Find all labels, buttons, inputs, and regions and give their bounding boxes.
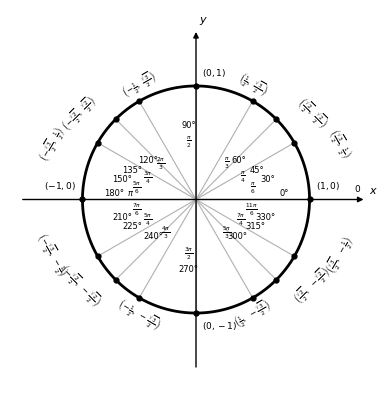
Text: 210°: 210°: [112, 213, 132, 221]
Text: $(1, 0)$: $(1, 0)$: [316, 180, 341, 192]
Text: 150°: 150°: [112, 175, 132, 184]
Text: $\left(-\frac{\sqrt{2}}{2},\ -\frac{\sqrt{2}}{2}\right)$: $\left(-\frac{\sqrt{2}}{2},\ -\frac{\sqr…: [54, 261, 105, 311]
Text: $y$: $y$: [200, 15, 209, 27]
Text: 300°: 300°: [227, 232, 247, 241]
Text: 45°: 45°: [250, 166, 265, 175]
Text: $0$: $0$: [354, 183, 361, 194]
Text: $\frac{\pi}{2}$: $\frac{\pi}{2}$: [186, 135, 191, 150]
Text: $\frac{\pi}{6}$: $\frac{\pi}{6}$: [250, 181, 256, 196]
Text: $\frac{5\pi}{3}$: $\frac{5\pi}{3}$: [222, 225, 231, 241]
Text: $\left(\frac{\sqrt{3}}{2},\ \frac{1}{2}\right)$: $\left(\frac{\sqrt{3}}{2},\ \frac{1}{2}\…: [324, 126, 356, 162]
Text: 135°: 135°: [122, 166, 142, 175]
Text: $\frac{\pi}{4}$: $\frac{\pi}{4}$: [240, 170, 245, 185]
Text: $(0, 1)$: $(0, 1)$: [201, 67, 226, 79]
Text: $\frac{3\pi}{4}$: $\frac{3\pi}{4}$: [143, 169, 152, 186]
Text: $\left(\frac{\sqrt{2}}{2},\ \frac{\sqrt{2}}{2}\right)$: $\left(\frac{\sqrt{2}}{2},\ \frac{\sqrt{…: [293, 94, 332, 132]
Text: 90°: 90°: [181, 121, 196, 130]
Text: $\frac{2\pi}{3}$: $\frac{2\pi}{3}$: [156, 156, 165, 172]
Text: $\left(-\frac{\sqrt{2}}{2},\ \frac{\sqrt{2}}{2}\right)$: $\left(-\frac{\sqrt{2}}{2},\ \frac{\sqrt…: [58, 92, 101, 135]
Text: $\left(-\frac{1}{2},\ -\frac{\sqrt{3}}{2}\right)$: $\left(-\frac{1}{2},\ -\frac{\sqrt{3}}{2…: [114, 294, 164, 334]
Text: $\left(\frac{\sqrt{3}}{2},\ -\frac{1}{2}\right)$: $\left(\frac{\sqrt{3}}{2},\ -\frac{1}{2}…: [321, 233, 358, 277]
Text: 60°: 60°: [232, 156, 247, 165]
Text: $\left(-\frac{\sqrt{3}}{2},\ -\frac{1}{2}\right)$: $\left(-\frac{\sqrt{3}}{2},\ -\frac{1}{2…: [33, 230, 72, 280]
Text: $(0, -1)$: $(0, -1)$: [201, 320, 237, 332]
Text: $\frac{3\pi}{2}$: $\frac{3\pi}{2}$: [184, 246, 193, 262]
Text: 315°: 315°: [245, 222, 265, 231]
Text: $\frac{7\pi}{6}$: $\frac{7\pi}{6}$: [132, 201, 142, 218]
Text: $x$: $x$: [368, 186, 377, 196]
Text: 225°: 225°: [122, 222, 142, 231]
Text: $\left(\frac{\sqrt{2}}{2},\ -\frac{\sqrt{2}}{2}\right)$: $\left(\frac{\sqrt{2}}{2},\ -\frac{\sqrt…: [290, 263, 335, 308]
Text: $\frac{11\pi}{6}$: $\frac{11\pi}{6}$: [245, 201, 258, 218]
Text: 240°: 240°: [143, 232, 163, 241]
Text: $\left(\frac{1}{2},\ \frac{\sqrt{3}}{2}\right)$: $\left(\frac{1}{2},\ \frac{\sqrt{3}}{2}\…: [235, 69, 271, 101]
Text: $\frac{4\pi}{3}$: $\frac{4\pi}{3}$: [161, 225, 170, 241]
Text: 30°: 30°: [260, 175, 275, 184]
Text: $\frac{5\pi}{4}$: $\frac{5\pi}{4}$: [143, 211, 152, 227]
Text: 180°: 180°: [104, 189, 124, 198]
Text: $(-1, 0)$: $(-1, 0)$: [44, 180, 76, 192]
Text: $\frac{7\pi}{4}$: $\frac{7\pi}{4}$: [236, 211, 245, 227]
Text: $\pi$: $\pi$: [127, 189, 134, 198]
Text: $\frac{\pi}{3}$: $\frac{\pi}{3}$: [224, 156, 230, 171]
Text: $\left(-\frac{\sqrt{3}}{2},\ \frac{1}{2}\right)$: $\left(-\frac{\sqrt{3}}{2},\ \frac{1}{2}…: [35, 123, 70, 165]
Text: $\left(\frac{1}{2},\ -\frac{\sqrt{3}}{2}\right)$: $\left(\frac{1}{2},\ -\frac{\sqrt{3}}{2}…: [230, 296, 275, 332]
Text: $\frac{5\pi}{6}$: $\frac{5\pi}{6}$: [132, 180, 142, 196]
Text: $\left(-\frac{1}{2},\ \frac{\sqrt{3}}{2}\right)$: $\left(-\frac{1}{2},\ \frac{\sqrt{3}}{2}…: [118, 67, 160, 102]
Text: 270°: 270°: [179, 265, 199, 275]
Text: 0°: 0°: [280, 189, 289, 198]
Text: 330°: 330°: [255, 213, 275, 221]
Text: 120°: 120°: [138, 156, 158, 165]
